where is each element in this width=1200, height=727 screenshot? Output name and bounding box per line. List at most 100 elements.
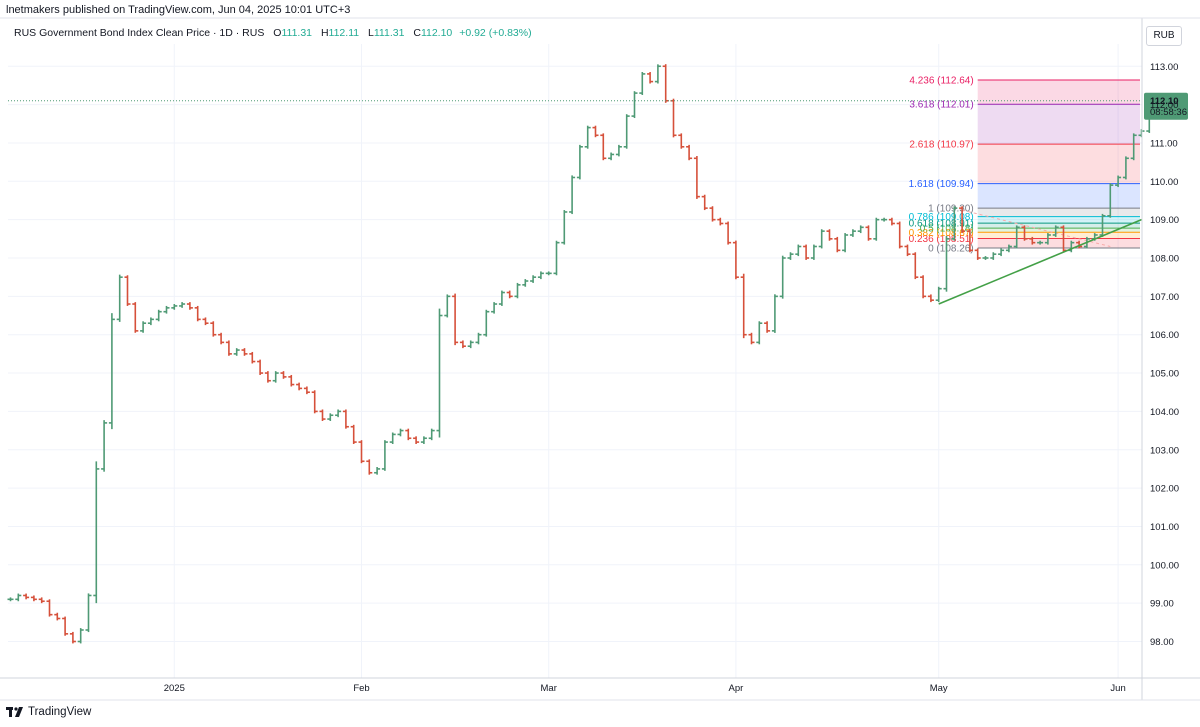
fib-band [977,216,1140,224]
ohlc-bar [296,382,303,391]
ohlc-bar [693,155,700,199]
ohlc-bar [147,317,154,326]
fib-level-label: 1.618 (109.94) [909,179,974,190]
fib-band [977,104,1140,145]
ohlc-bar [873,217,880,241]
trendline [938,218,1142,305]
ohlc-bar [358,440,365,464]
y-tick-label: 113.00 [1150,62,1178,73]
ohlc-bar [155,309,162,322]
footer-brand[interactable]: TradingView [6,706,91,718]
y-tick-label: 102.00 [1150,484,1179,495]
ohlc-bar [15,593,22,602]
ohlc-bar [163,305,170,314]
y-tick-label: 105.00 [1150,369,1179,380]
ohlc-bar [896,221,903,249]
y-tick-label: 99.00 [1150,599,1174,610]
ohlc-bar [483,309,490,337]
ohlc-bar [748,332,755,345]
ohlc-bar [834,236,841,253]
ohlc-bar [818,229,825,249]
fib-level-label: 1 (109.30) [928,204,974,215]
ohlc-bar [615,144,622,157]
ohlc-bar [241,348,248,356]
y-tick-label: 108.00 [1150,254,1179,265]
ohlc-bar [311,390,318,414]
y-tick-label: 106.00 [1150,330,1179,341]
ohlc-bar [397,428,404,437]
ohlc-bar [530,275,537,283]
ohlc-bar [249,351,256,364]
symbol-title: RUS Government Bond Index Clean Price · … [14,27,265,39]
y-tick-label: 107.00 [1150,292,1179,303]
fib-level-label: 4.236 (112.64) [909,76,973,87]
ohlc-bar [998,248,1005,257]
ohlc-bar [701,194,708,211]
ohlc-bar [506,290,513,299]
open-label: O [273,27,282,39]
tradingview-logo-icon [6,707,23,717]
last-price-tag [1144,92,1188,120]
fib-level-label: 0.786 (109.08) [909,212,974,223]
high-label: H [320,27,329,39]
ohlc-bar [888,217,895,226]
ohlc-bar [1130,133,1137,161]
ohlc-bar [210,321,217,337]
ohlc-bar [405,428,412,441]
ohlc-bar [335,409,342,418]
ohlc-bar [764,321,771,333]
ohlc-bar [1005,244,1012,253]
ohlc-bar [7,597,14,602]
ohlc-bar [592,125,599,138]
ohlc-bar [803,244,810,260]
ohlc-bar [116,274,123,322]
fib-band [977,208,1140,217]
ohlc-bar [491,302,498,314]
ohlc-bar [537,271,544,280]
ohlc-bar [662,64,669,103]
ohlc-bar [194,305,201,322]
ohlc-bar [1052,225,1059,237]
ohlc-bar [1044,233,1051,245]
change-value: +0.92 (+0.83%) [459,27,532,39]
ohlc-bar [1037,240,1044,245]
ohlc-bar [233,348,240,356]
ohlc-bar [132,302,139,333]
ohlc-bar [69,631,76,644]
ohlc-bar [303,386,310,395]
ohlc-bar [85,593,92,633]
ohlc-bar [1029,236,1036,245]
ohlc-bar [686,144,693,161]
ohlc-bar [350,424,357,444]
ohlc-bar [38,597,45,604]
ohlc-bar [569,175,576,215]
ohlc-bar [849,229,856,237]
ohlc-bar [413,436,420,444]
ohlc-bar [810,244,817,260]
bar-countdown: 08:58:36 [1150,107,1187,118]
ohlc-bar [600,133,607,161]
ohlc-bar [982,256,989,260]
ohlc-bar [654,64,661,84]
ohlc-bar [725,221,732,245]
ohlc-bar [756,321,763,345]
high-value: 112.11 [328,27,360,39]
ohlc-bar [459,340,466,349]
ohlc-bar [108,313,115,430]
ohlc-bar [553,240,560,276]
ohlc-bar [514,282,521,299]
ohlc-bar [420,436,427,444]
fib-level-label: 0.236 (108.51) [909,234,974,245]
ohlc-bar [608,152,615,161]
y-tick-label: 103.00 [1150,445,1179,456]
currency-button[interactable]: RUB [1146,26,1182,46]
ohlc-bar [959,206,966,234]
ohlc-bar [171,304,178,310]
y-tick-label: 100.00 [1150,560,1179,571]
ohlc-bar [140,321,147,333]
ohlc-bars [7,64,1153,644]
ohlc-bar [732,240,739,280]
fib-band [977,183,1140,209]
ohlc-bar [943,235,950,292]
